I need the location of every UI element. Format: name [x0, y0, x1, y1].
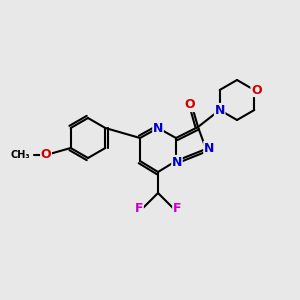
Text: CH₃: CH₃ [11, 150, 30, 160]
Text: N: N [172, 155, 182, 169]
Text: O: O [185, 98, 195, 112]
Text: F: F [173, 202, 181, 215]
Text: O: O [251, 83, 262, 97]
Text: N: N [153, 122, 163, 134]
Text: N: N [204, 142, 214, 154]
Text: O: O [41, 148, 51, 161]
Text: F: F [135, 202, 143, 215]
Text: N: N [214, 103, 225, 116]
